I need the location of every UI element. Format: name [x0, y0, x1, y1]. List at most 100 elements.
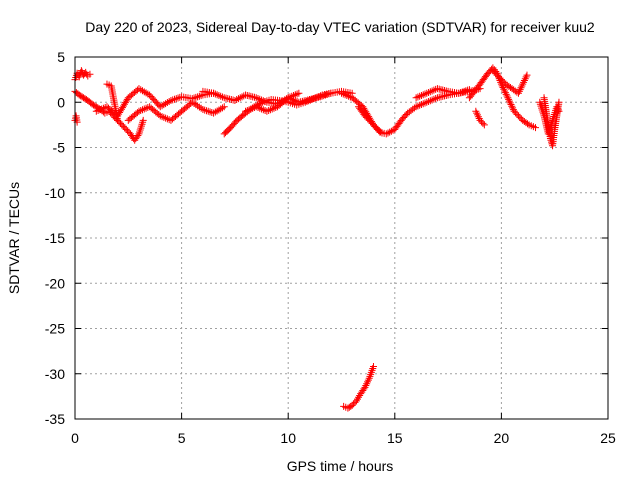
- data-trace: [366, 364, 377, 380]
- data-point: [497, 76, 505, 84]
- data-trace: [499, 77, 508, 87]
- chart-title: Day 220 of 2023, Sidereal Day-to-day VTE…: [85, 19, 595, 35]
- data-trace: [329, 88, 343, 97]
- data-trace: [457, 86, 472, 97]
- data-trace: [350, 95, 365, 109]
- data-point: [382, 130, 390, 138]
- data-point: [301, 98, 309, 106]
- data-trace: [147, 104, 163, 119]
- data-point: [555, 98, 563, 106]
- data-point: [555, 107, 563, 115]
- data-trace: [111, 113, 120, 123]
- data-trace: [286, 99, 299, 108]
- data-trace: [515, 82, 526, 95]
- data-point: [82, 68, 90, 76]
- data-trace: [356, 104, 368, 118]
- data-trace: [72, 71, 80, 82]
- data-point: [378, 129, 386, 137]
- data-trace: [362, 113, 376, 127]
- data-trace: [228, 118, 240, 130]
- data-trace: [503, 81, 514, 92]
- data-trace: [505, 95, 517, 114]
- x-tick-label: 25: [600, 430, 616, 446]
- data-trace: [478, 118, 487, 127]
- data-trace: [414, 99, 429, 110]
- data-trace: [72, 89, 82, 98]
- y-tick-label: 0: [57, 94, 65, 110]
- data-point: [465, 86, 473, 94]
- x-tick-label: 5: [178, 430, 186, 446]
- data-trace: [425, 85, 440, 96]
- data-trace: [132, 132, 142, 143]
- data-trace: [115, 118, 124, 127]
- data-point: [295, 89, 303, 97]
- data-point: [77, 67, 85, 75]
- data-trace: [85, 98, 95, 107]
- y-tick-label: -15: [45, 230, 65, 246]
- data-trace: [339, 90, 354, 101]
- data-point: [252, 103, 260, 111]
- grid-lines: [75, 57, 608, 419]
- data-point: [263, 107, 271, 115]
- data-trace: [392, 118, 404, 132]
- data-trace: [127, 132, 138, 143]
- data-trace: [350, 398, 359, 408]
- data-trace: [295, 99, 307, 108]
- y-tick-label: -35: [45, 411, 65, 427]
- data-point: [489, 67, 497, 75]
- data-point: [510, 107, 518, 115]
- data-point: [423, 89, 431, 97]
- data-trace: [136, 118, 147, 136]
- data-trace: [158, 97, 173, 110]
- data-point: [361, 383, 369, 391]
- data-point: [135, 85, 143, 93]
- data-trace: [94, 104, 109, 115]
- y-axis-label: SDTVAR / TECUs: [6, 182, 22, 294]
- data-point: [514, 89, 522, 97]
- data-point: [369, 363, 377, 371]
- data-trace: [353, 391, 364, 403]
- data-trace: [124, 127, 133, 136]
- data-point: [242, 107, 250, 115]
- data-trace: [520, 117, 532, 128]
- data-point: [348, 401, 356, 409]
- data-point: [327, 89, 335, 97]
- data-trace: [76, 69, 85, 79]
- data-trace: [512, 109, 525, 123]
- data-trace: [201, 106, 216, 117]
- data-trace: [158, 113, 173, 124]
- data-point: [310, 95, 318, 103]
- data-point: [156, 112, 164, 120]
- x-tick-label: 20: [494, 430, 510, 446]
- data-trace: [536, 100, 547, 118]
- data-trace: [414, 90, 429, 101]
- y-tick-label: 5: [57, 49, 65, 65]
- data-trace: [265, 104, 280, 115]
- data-trace: [72, 114, 81, 124]
- data-trace: [190, 99, 205, 112]
- data-point: [480, 121, 488, 129]
- x-tick-label: 10: [280, 430, 296, 446]
- data-trace: [510, 86, 521, 96]
- data-trace: [254, 104, 269, 115]
- data-point: [553, 103, 561, 111]
- data-points: [71, 64, 563, 412]
- data-trace: [81, 95, 90, 104]
- data-trace: [405, 104, 418, 116]
- data-point: [476, 116, 484, 124]
- data-trace: [137, 86, 152, 98]
- data-trace: [554, 104, 562, 114]
- data-point: [344, 404, 352, 412]
- data-point: [519, 80, 527, 88]
- data-trace: [371, 122, 380, 132]
- y-tick-label: -20: [45, 275, 65, 291]
- data-trace: [286, 90, 301, 101]
- y-tick-label: -10: [45, 185, 65, 201]
- data-trace: [168, 109, 184, 123]
- x-tick-label: 0: [71, 430, 79, 446]
- data-trace: [107, 109, 116, 118]
- y-tick-label: -30: [45, 366, 65, 382]
- data-point: [284, 94, 292, 102]
- data-point: [423, 98, 431, 106]
- data-point: [210, 109, 218, 117]
